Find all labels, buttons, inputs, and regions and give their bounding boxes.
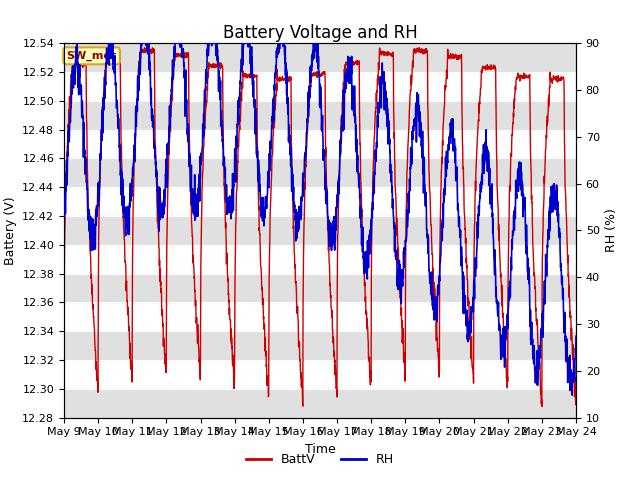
BattV — [335, 193, 342, 199]
Y-axis label: RH (%): RH (%) — [605, 208, 618, 252]
Y-axis label: Battery (V): Battery (V) — [4, 196, 17, 264]
BattV — [468, 366, 476, 372]
RH — [568, 392, 576, 398]
RH — [527, 323, 535, 329]
Line: RH: RH — [64, 43, 576, 395]
Title: Battery Voltage and RH: Battery Voltage and RH — [223, 24, 417, 42]
BattV — [541, 150, 549, 156]
RH — [203, 60, 211, 66]
X-axis label: Time: Time — [305, 443, 335, 456]
RH — [60, 205, 68, 211]
Bar — [64, 389, 576, 418]
RH — [335, 176, 342, 181]
BattV — [527, 164, 535, 170]
BattV — [60, 379, 68, 384]
Line: BattV: BattV — [64, 47, 576, 407]
BattV — [203, 96, 211, 102]
BattV — [346, 60, 354, 66]
BattV — [572, 398, 580, 404]
RH — [541, 280, 549, 286]
RH — [73, 40, 81, 46]
Bar — [64, 274, 576, 302]
Bar — [64, 158, 576, 187]
Bar — [64, 43, 576, 72]
BattV — [538, 404, 546, 409]
RH — [572, 333, 580, 339]
Text: SW_met: SW_met — [67, 51, 116, 61]
Bar — [64, 331, 576, 360]
RH — [468, 304, 476, 310]
RH — [346, 55, 354, 60]
BattV — [143, 44, 151, 49]
Bar — [64, 216, 576, 245]
Legend: BattV, RH: BattV, RH — [241, 448, 399, 471]
Bar — [64, 101, 576, 130]
